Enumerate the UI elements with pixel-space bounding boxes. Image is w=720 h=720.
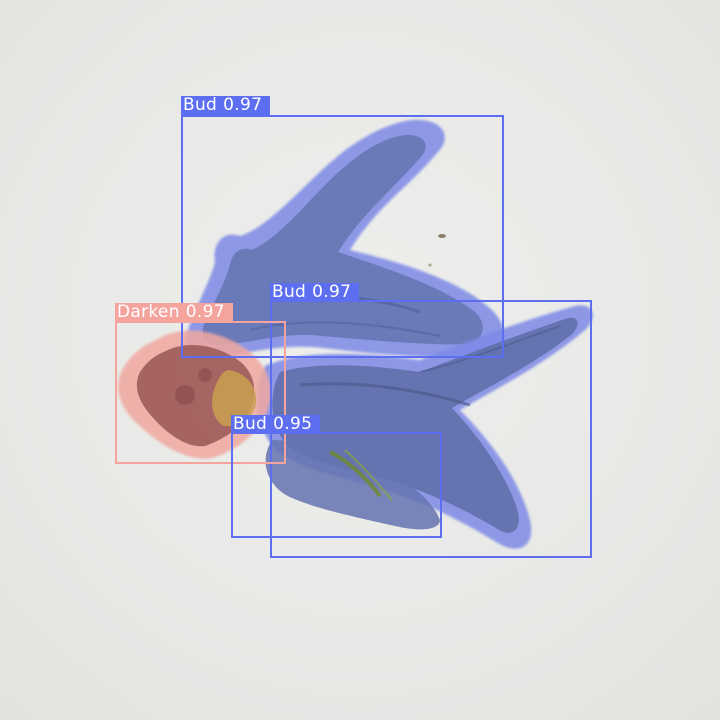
bud-bounding-box bbox=[181, 115, 504, 358]
detection-class: Bud bbox=[272, 282, 307, 302]
debris-speck bbox=[438, 234, 446, 238]
bud-bounding-box bbox=[231, 432, 442, 538]
detection-score: 0.95 bbox=[273, 414, 313, 434]
darken-detection-label: Darken 0.97 bbox=[115, 303, 233, 322]
detection-score: 0.97 bbox=[185, 302, 225, 322]
detection-score: 0.97 bbox=[312, 282, 352, 302]
detection-class: Darken bbox=[117, 302, 180, 322]
detection-class: Bud bbox=[183, 95, 218, 115]
bud-detection-label: Bud 0.97 bbox=[270, 282, 360, 302]
bud-mask-right bbox=[257, 305, 593, 549]
debris-speck bbox=[428, 263, 432, 267]
bud-mask-lower bbox=[265, 440, 440, 530]
darken-bounding-box bbox=[115, 321, 286, 464]
detection-class: Bud bbox=[233, 414, 268, 434]
detection-score: 0.97 bbox=[223, 95, 263, 115]
bud-detection-label: Bud 0.95 bbox=[231, 414, 321, 434]
bud-detection-label: Bud 0.97 bbox=[181, 95, 271, 115]
